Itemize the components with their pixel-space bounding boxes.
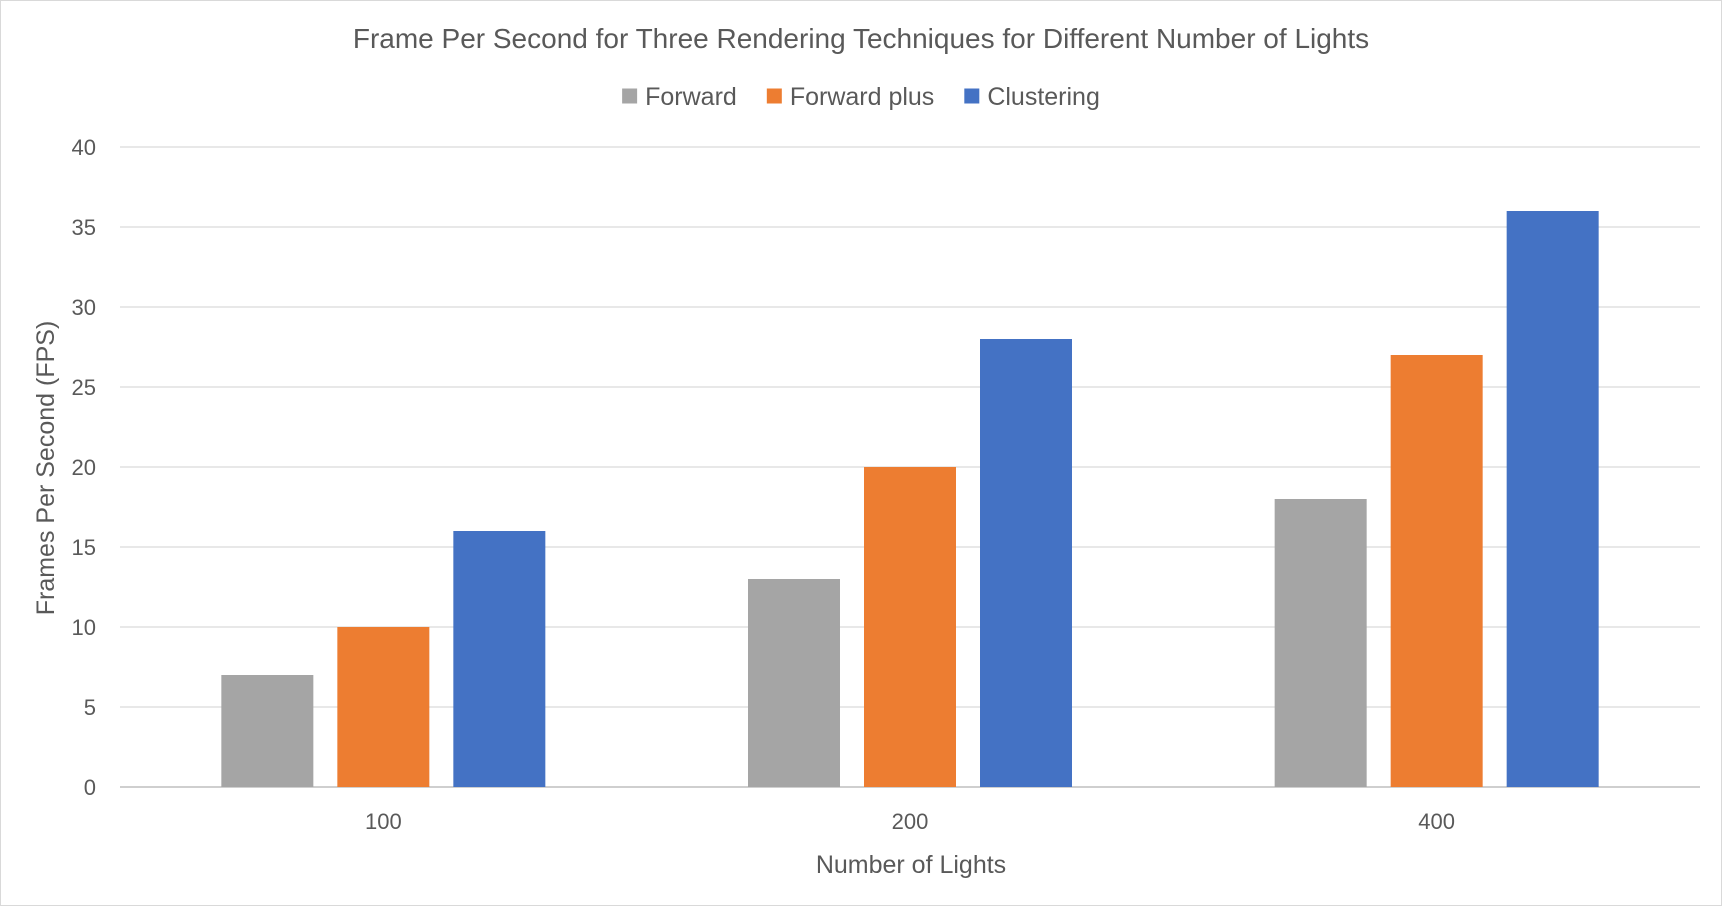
legend-swatch bbox=[766, 88, 782, 104]
x-axis-title: Number of Lights bbox=[816, 851, 1006, 879]
legend-item-clustering: Clustering bbox=[964, 83, 1100, 111]
y-tick-label: 15 bbox=[72, 535, 96, 560]
legend-label: Forward bbox=[645, 83, 737, 111]
y-tick-label: 20 bbox=[72, 455, 96, 480]
legend-swatch bbox=[622, 88, 638, 104]
bar-forward-plus-100 bbox=[337, 627, 430, 787]
legend-item-forward: Forward bbox=[622, 83, 737, 111]
bar-clustering-100 bbox=[453, 531, 546, 787]
y-axis-ticks: 0 5 10 15 20 25 30 35 40 bbox=[72, 135, 96, 800]
bars bbox=[221, 211, 1599, 787]
legend-label: Forward plus bbox=[790, 83, 935, 111]
y-tick-label: 35 bbox=[72, 215, 96, 240]
chart-title: Frame Per Second for Three Rendering Tec… bbox=[353, 23, 1369, 54]
y-tick-label: 25 bbox=[72, 375, 96, 400]
x-axis-ticks: 100 200 400 bbox=[365, 809, 1455, 834]
legend: Forward Forward plus Clustering bbox=[622, 83, 1100, 111]
bar-clustering-200 bbox=[980, 339, 1072, 787]
x-tick-label: 400 bbox=[1418, 809, 1455, 834]
legend-swatch bbox=[964, 88, 980, 104]
bar-forward-200 bbox=[748, 579, 840, 787]
y-tick-label: 0 bbox=[84, 775, 96, 800]
y-tick-label: 5 bbox=[84, 695, 96, 720]
y-axis-title: Frames Per Second (FPS) bbox=[32, 321, 60, 616]
bar-forward-plus-400 bbox=[1390, 355, 1483, 787]
legend-item-forward-plus: Forward plus bbox=[766, 83, 935, 111]
bar-clustering-400 bbox=[1506, 211, 1599, 787]
y-tick-label: 10 bbox=[72, 615, 96, 640]
legend-label: Clustering bbox=[987, 83, 1100, 111]
bar-forward-400 bbox=[1274, 499, 1367, 787]
x-tick-label: 200 bbox=[892, 809, 929, 834]
bar-forward-plus-200 bbox=[864, 467, 956, 787]
y-tick-label: 30 bbox=[72, 295, 96, 320]
bar-forward-100 bbox=[221, 675, 314, 787]
x-tick-label: 100 bbox=[365, 809, 402, 834]
y-tick-label: 40 bbox=[72, 135, 96, 160]
